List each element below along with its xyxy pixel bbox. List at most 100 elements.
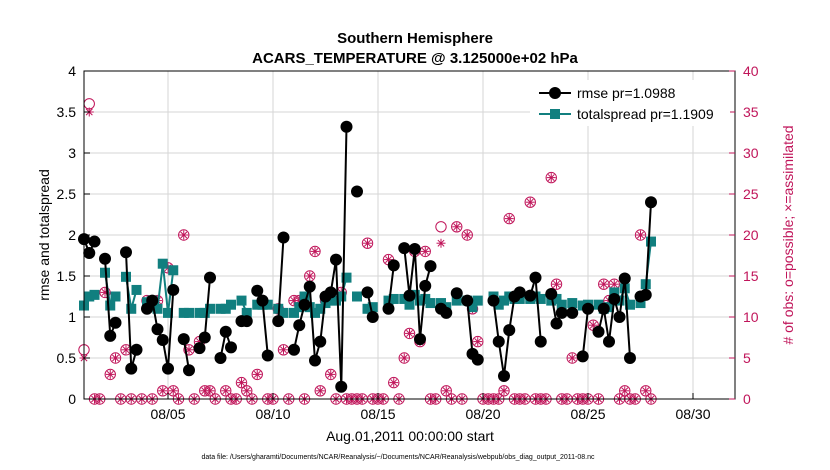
rmse-point (582, 302, 594, 315)
rmse-point (513, 286, 526, 299)
obs-assimilated-point (499, 386, 509, 396)
rmse-point (340, 120, 353, 133)
rmse-point (330, 253, 342, 266)
obs-assimilated-stroke (505, 215, 513, 223)
spread-point (404, 299, 415, 310)
obs-possible-point (440, 385, 452, 397)
obs-possible-point (104, 368, 116, 381)
rmse-point (534, 335, 547, 348)
obs-possible-point (461, 229, 473, 241)
obs-assimilated-point (252, 369, 262, 379)
obs-possible-point (325, 368, 337, 381)
spread-point (236, 295, 247, 306)
obs-assimilated-stroke (316, 387, 324, 395)
rmse-point (624, 352, 636, 364)
y-tick-label: 2.5 (57, 186, 77, 202)
spread-point (168, 265, 179, 276)
obs-assimilated-point (420, 246, 430, 256)
spread-point (252, 299, 263, 310)
chart-subtitle: ACARS_TEMPERATURE @ 3.125000e+02 hPa (252, 50, 578, 67)
obs-assimilated-point (452, 222, 462, 232)
spread-point (388, 293, 399, 304)
spread-point (84, 291, 95, 302)
obs-assimilated-stroke (237, 379, 246, 387)
spread-point (178, 307, 189, 318)
rmse-point (219, 325, 232, 338)
y-tick-label: 3 (68, 145, 76, 161)
obs-assimilated-stroke (243, 387, 251, 395)
y2-axis-label: # of obs: o=possible; ×=assimilated (780, 125, 796, 344)
obs-assimilated-point (441, 386, 451, 396)
spread-point (341, 272, 352, 283)
obs-possible-point (309, 245, 321, 258)
obs-possible-point (451, 221, 463, 233)
obs-assimilated-point (279, 345, 288, 355)
spread-point (551, 293, 562, 304)
spread-point (556, 299, 567, 310)
spread-point (635, 298, 646, 309)
spread-point (262, 299, 273, 310)
rmse-point (366, 311, 379, 323)
rmse-point (618, 272, 631, 285)
y-tick-label: 2 (68, 227, 76, 243)
obs-possible-point (550, 278, 563, 290)
rmse-point (130, 343, 143, 356)
spread-point (451, 295, 462, 306)
spread-point (535, 293, 546, 304)
rmse-point (492, 335, 505, 348)
obs-possible-point (167, 385, 179, 397)
spread-point (593, 299, 604, 310)
rmse-point (120, 246, 132, 259)
spread-point (325, 295, 336, 306)
obs-assimilated-point (242, 386, 252, 396)
obs-assimilated-point (399, 353, 409, 363)
obs-possible-point (545, 171, 557, 184)
legend: rmse pr=1.0988 totalspread pr=1.1909 (530, 80, 730, 126)
obs-assimilated-point (179, 230, 189, 240)
spread-point (89, 289, 100, 300)
rmse-point (256, 294, 269, 307)
obs-assimilated-stroke (421, 247, 429, 255)
rmse-point (183, 364, 195, 377)
rmse-point (293, 319, 306, 332)
obs-assimilated-stroke (463, 231, 471, 239)
obs-assimilated-point (121, 345, 131, 355)
rmse-point (298, 298, 311, 311)
spread-point (399, 293, 410, 304)
obs-assimilated-point (636, 230, 645, 240)
spread-point (105, 300, 116, 311)
rmse-point (104, 329, 117, 342)
legend-box (530, 80, 730, 126)
obs-assimilated-point (504, 214, 514, 224)
obs-possible-point (498, 385, 510, 397)
obs-assimilated-stroke (253, 370, 261, 378)
obs-possible-point (109, 352, 122, 364)
obs-assimilated-stroke (279, 346, 288, 354)
obs-assimilated-point (310, 246, 320, 256)
rmse-point (351, 185, 363, 198)
rmse-point (408, 242, 421, 255)
obs-assimilated-point (363, 238, 372, 248)
obs-assimilated-stroke (568, 354, 576, 362)
y2-tick-label: 20 (743, 227, 759, 243)
obs-assimilated-point (641, 386, 651, 396)
rmse-point (335, 380, 348, 393)
spread-point (646, 236, 656, 247)
spread-point (467, 302, 478, 313)
rmse-point (83, 247, 96, 260)
y-tick-label: 1 (68, 309, 76, 325)
obs-assimilated-stroke (363, 239, 372, 247)
rmse-point (608, 292, 621, 305)
rmse-point (324, 286, 337, 299)
rmse-point (272, 315, 285, 328)
spread-point (163, 307, 173, 318)
obs-assimilated-point (552, 279, 561, 289)
obs-possible-point (178, 229, 190, 241)
rmse-point (309, 354, 321, 367)
obs-possible-point (619, 385, 631, 397)
rmse-point (156, 333, 169, 346)
x-tick-label: 08/15 (360, 406, 395, 422)
rmse-point (613, 311, 626, 323)
rmse-point (403, 289, 416, 302)
